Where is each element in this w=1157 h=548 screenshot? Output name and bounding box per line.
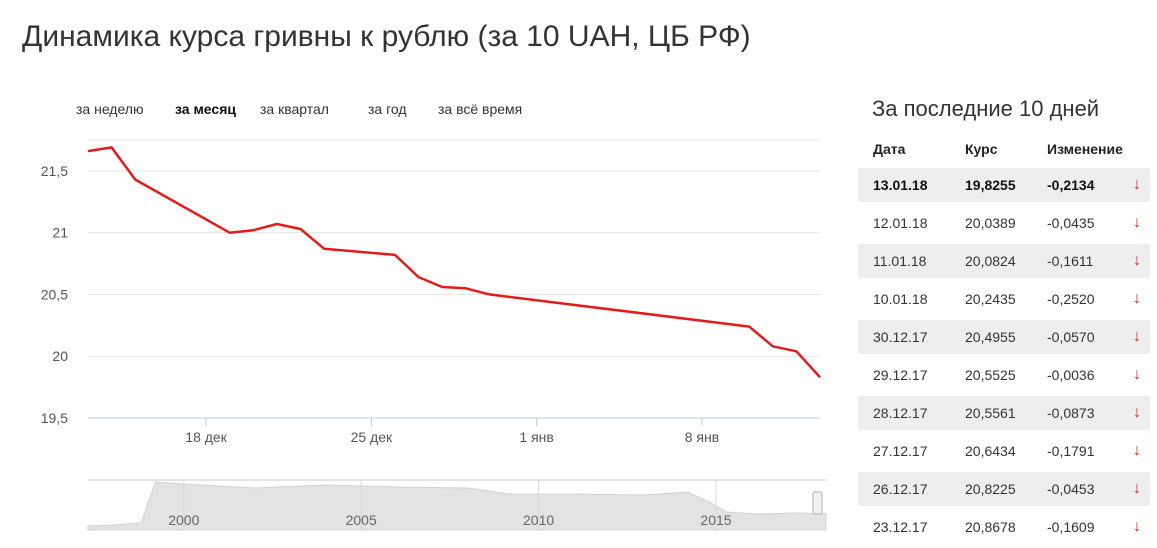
row-date: 13.01.18 (858, 168, 965, 202)
table-row: 13.01.18 19,8255 -0,2134 ↓ (858, 168, 1150, 202)
row-rate: 20,6434 (965, 443, 1016, 459)
arrow-down-icon: ↓ (1129, 244, 1150, 278)
row-rate: 20,4955 (965, 320, 1047, 354)
row-date: 11.01.18 (858, 244, 965, 278)
table-row: 23.12.17 20,8678 -0,1609 ↓ (858, 510, 1150, 544)
tab-week[interactable]: за неделю (76, 101, 144, 117)
header-rate: Курс (965, 141, 998, 157)
table-row: 27.12.17 20,6434 -0,1791 ↓ (858, 434, 1150, 468)
x-tick-label: 1 янв (519, 429, 553, 445)
y-tick-label: 19,5 (41, 410, 68, 426)
navigator-tick-label: 2010 (523, 512, 554, 528)
row-rate: 20,5525 (965, 367, 1016, 383)
navigator[interactable]: 2000 2005 2010 2015 (87, 479, 827, 531)
row-change: -0,2520 (1047, 291, 1095, 307)
navigator-area (87, 481, 827, 531)
page-title: Динамика курса гривны к рублю (за 10 UAH… (22, 20, 751, 53)
arrow-down-icon: ↓ (1133, 518, 1141, 535)
arrow-down-icon: ↓ (1133, 290, 1141, 307)
row-date: 30.12.17 (858, 320, 965, 354)
row-change: -0,0873 (1047, 396, 1129, 430)
series-line (87, 146, 821, 379)
table-row: 28.12.17 20,5561 -0,0873 ↓ (858, 396, 1150, 430)
table-row: 11.01.18 20,0824 -0,1611 ↓ (858, 244, 1150, 278)
side-panel-title: За последние 10 дней (872, 96, 1100, 121)
table-row: 26.12.17 20,8225 -0,0453 ↓ (858, 472, 1150, 506)
arrow-down-icon: ↓ (1133, 214, 1141, 231)
row-change: -0,2134 (1047, 168, 1129, 202)
header-change: Изменение (1047, 141, 1123, 157)
row-date: 29.12.17 (873, 367, 928, 383)
row-rate: 20,2435 (965, 291, 1016, 307)
x-tick-label: 18 дек (185, 429, 227, 445)
row-change: -0,0570 (1047, 320, 1129, 354)
row-date: 10.01.18 (873, 291, 928, 307)
arrow-down-icon: ↓ (1129, 168, 1150, 202)
row-change: -0,0435 (1047, 215, 1095, 231)
row-rate: 20,5561 (965, 396, 1047, 430)
y-axis-ticks: 19,5 20 20,5 21 21,5 (41, 163, 68, 426)
navigator-tick-label: 2000 (168, 512, 199, 528)
row-date: 27.12.17 (873, 443, 928, 459)
row-change: -0,1611 (1047, 244, 1129, 278)
row-change: -0,1791 (1047, 443, 1095, 459)
rates-table: Дата Курс Изменение 13.01.18 19,8255 -0,… (858, 130, 1150, 548)
row-date: 26.12.17 (858, 472, 965, 506)
arrow-down-icon: ↓ (1129, 472, 1150, 506)
y-tick-label: 20 (52, 348, 68, 364)
table-row: 30.12.17 20,4955 -0,0570 ↓ (858, 320, 1150, 354)
y-tick-label: 20,5 (41, 286, 68, 302)
tab-all-time[interactable]: за всё время (438, 101, 523, 117)
arrow-down-icon: ↓ (1129, 320, 1150, 354)
tab-month[interactable]: за месяц (175, 101, 236, 117)
navigator-ticks: 2000 2005 2010 2015 (168, 480, 732, 530)
navigator-tick-label: 2005 (346, 512, 377, 528)
tab-year[interactable]: за год (368, 101, 407, 117)
row-date: 28.12.17 (858, 396, 965, 430)
arrow-down-icon: ↓ (1129, 396, 1150, 430)
row-date: 12.01.18 (873, 215, 928, 231)
navigator-handle[interactable] (812, 491, 823, 515)
table-row: 29.12.17 20,5525 -0,0036 ↓ (858, 358, 1150, 392)
y-tick-label: 21,5 (41, 163, 68, 179)
row-rate: 20,0389 (965, 215, 1016, 231)
row-change: -0,1609 (1047, 519, 1095, 535)
table-row: 12.01.18 20,0389 -0,0435 ↓ (858, 206, 1150, 240)
period-tabs: за неделю за месяц за квартал за год за … (0, 101, 560, 121)
y-tick-label: 21 (52, 225, 68, 241)
arrow-down-icon: ↓ (1133, 366, 1141, 383)
arrow-down-icon: ↓ (1133, 442, 1141, 459)
row-date: 23.12.17 (873, 519, 928, 535)
x-tick-label: 25 дек (351, 429, 393, 445)
row-change: -0,0453 (1047, 472, 1129, 506)
grid (88, 139, 820, 419)
table-row: 10.01.18 20,2435 -0,2520 ↓ (858, 282, 1150, 316)
row-rate: 20,8678 (965, 519, 1016, 535)
header-date: Дата (873, 141, 906, 157)
navigator-tick-label: 2015 (700, 512, 731, 528)
x-axis-ticks: 18 дек 25 дек 1 янв 8 янв (88, 417, 820, 445)
row-rate: 20,0824 (965, 244, 1047, 278)
tab-quarter[interactable]: за квартал (260, 101, 329, 117)
row-rate: 19,8255 (965, 168, 1047, 202)
row-rate: 20,8225 (965, 472, 1047, 506)
table-header: Дата Курс Изменение (858, 134, 1150, 164)
row-change: -0,0036 (1047, 367, 1095, 383)
x-tick-label: 8 янв (685, 429, 719, 445)
